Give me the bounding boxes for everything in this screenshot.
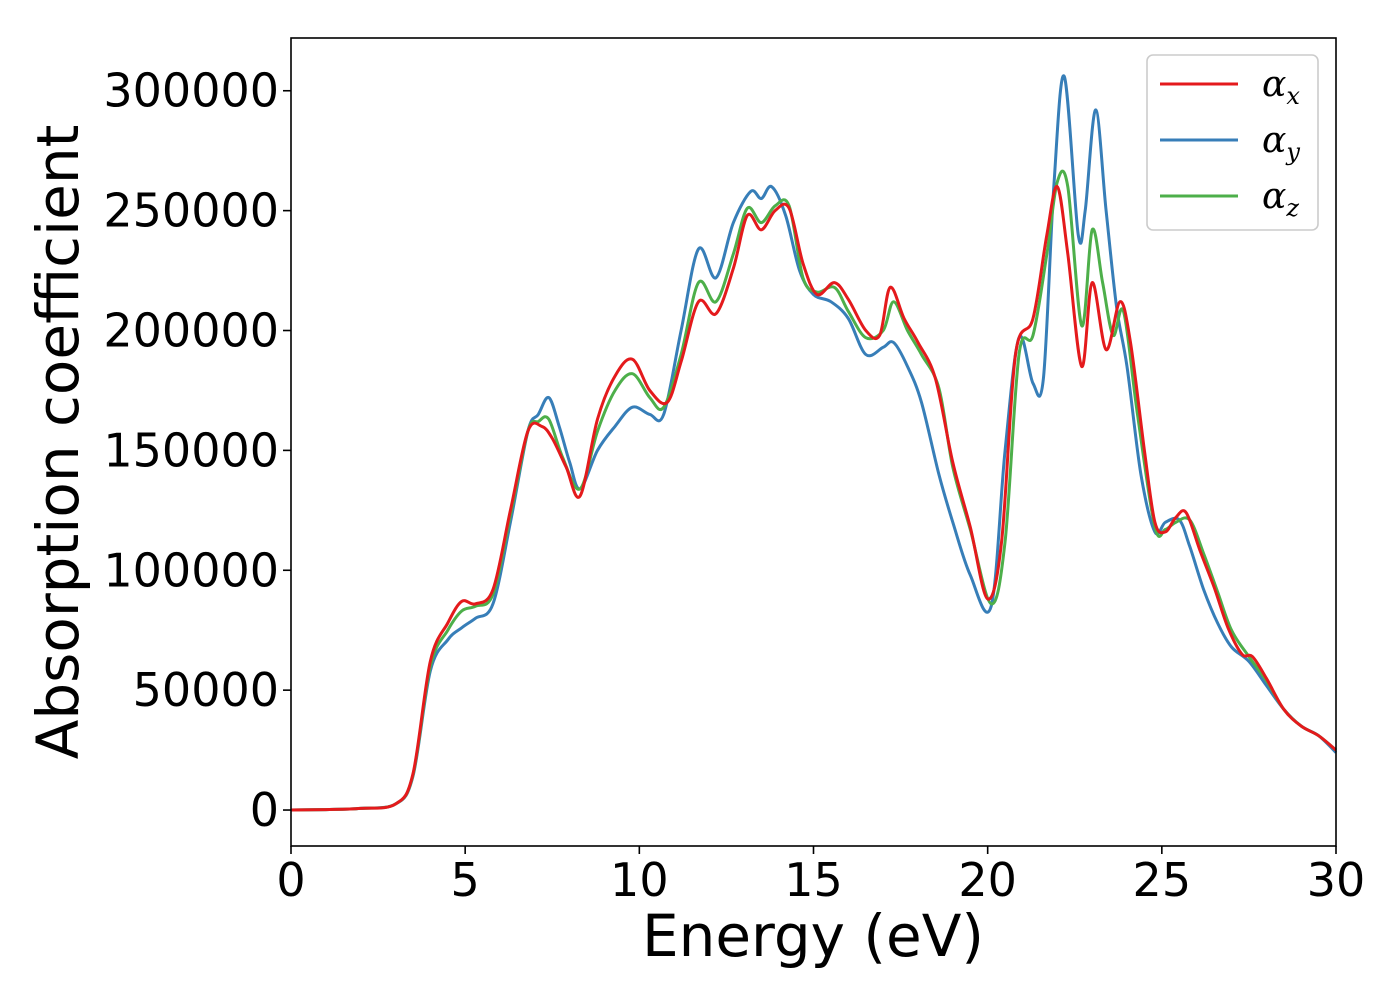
legend-label-y: αy <box>1262 120 1300 166</box>
y-tick-label: 100000 <box>103 543 279 597</box>
series-layer <box>290 74 1338 812</box>
y-tick-label: 0 <box>250 783 279 837</box>
y-tick-label: 250000 <box>103 184 279 238</box>
y-tick-label: 150000 <box>103 423 279 477</box>
x-tick-label: 0 <box>276 853 305 907</box>
series-line-z <box>290 169 1337 812</box>
y-tick-label: 300000 <box>103 64 279 118</box>
legend: αx αy αz <box>1146 54 1319 231</box>
x-tick-label: 10 <box>610 853 669 907</box>
legend-label-z: αz <box>1262 176 1299 222</box>
ticks-layer: 0 5 10 15 20 25 30 0 50000 100000 150000 200000 2500… <box>103 64 1365 907</box>
y-tick-label: 200000 <box>103 304 279 358</box>
legend-label-x: αx <box>1262 64 1300 110</box>
x-tick-label: 5 <box>451 853 480 907</box>
x-axis-label: Energy (eV) <box>642 902 984 970</box>
x-tick-label: 25 <box>1133 853 1192 907</box>
x-tick-label: 30 <box>1307 853 1366 907</box>
series-line-y <box>290 74 1338 812</box>
y-tick-label: 50000 <box>133 663 279 717</box>
series-line-x <box>290 185 1337 812</box>
x-tick-label: 20 <box>958 853 1017 907</box>
x-tick-label: 15 <box>784 853 843 907</box>
y-axis-label: Absorption coefficient <box>24 125 92 760</box>
legend-box <box>1146 54 1319 231</box>
